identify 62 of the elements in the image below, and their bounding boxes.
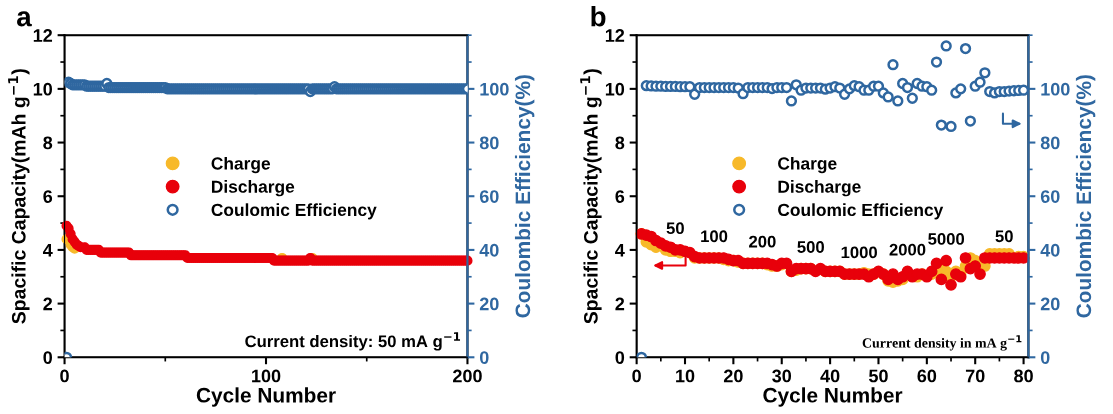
annotation: Current density in mA g$^{−1}$ — [862, 335, 1022, 351]
annotation: 100 — [701, 230, 728, 243]
annotation: 500 — [797, 241, 824, 253]
y-tick-label: 6 — [43, 190, 53, 203]
x-tick-label: 0 — [60, 369, 69, 383]
y-tick-label: 2 — [43, 297, 53, 311]
legend-label: Charge — [778, 156, 837, 174]
y-tick-label: 4 — [615, 244, 625, 257]
x-tick-label: 20 — [723, 369, 743, 383]
x-tick-label: 0 — [632, 369, 641, 383]
y2-axis-title: Coulombic Efficiency(%) — [1075, 75, 1096, 318]
annotation: 50 — [666, 222, 684, 235]
y-tick-label: 12 — [605, 29, 625, 42]
x-tick-label: 100 — [252, 369, 281, 383]
annotation: 2000 — [889, 243, 926, 256]
legend-label: Charge — [211, 156, 271, 174]
y-tick-label: 8 — [43, 136, 53, 150]
y-tick-label: 0 — [615, 351, 625, 364]
legend-label: Coulomic Efficiency — [778, 203, 944, 220]
y-axis-title: Spacific Capacity(mAh g$^{−1}$) — [8, 69, 30, 324]
x-tick-label: 60 — [917, 369, 937, 383]
y2-tick-label: 60 — [479, 190, 499, 203]
y2-tick-label: 100 — [480, 82, 509, 96]
x-axis-title: Cycle Number — [763, 387, 903, 407]
chart-title: a — [17, 11, 32, 27]
annotation: 200 — [749, 235, 776, 248]
y2-tick-label: 40 — [479, 243, 499, 257]
y-tick-label: 4 — [42, 244, 53, 257]
x-tick-label: 30 — [772, 369, 792, 383]
annotation: 50 — [995, 230, 1013, 243]
y-tick-label: 2 — [615, 297, 625, 311]
x-tick-label: 80 — [1014, 369, 1033, 383]
y2-tick-label: 40 — [1040, 243, 1060, 257]
chart-title: b — [591, 6, 606, 27]
annotation: Current density: 50 mA g$^{−1}$ — [245, 332, 461, 351]
y2-tick-label: 20 — [1040, 297, 1060, 311]
y-tick-label: 10 — [605, 82, 625, 96]
x-tick-label: 200 — [453, 369, 482, 383]
x-tick-label: 50 — [868, 369, 888, 383]
y-axis-title: Spacific Capacity(mAh g$^{−1}$) — [580, 69, 602, 324]
annotation: 5000 — [928, 233, 965, 245]
y-tick-label: 8 — [615, 136, 625, 150]
y-tick-label: 0 — [43, 351, 53, 364]
y2-tick-label: 100 — [1041, 82, 1070, 96]
x-tick-label: 10 — [676, 369, 695, 383]
legend-label: Coulomic Efficiency — [211, 203, 377, 220]
x-tick-label: 70 — [965, 369, 985, 383]
y2-tick-label: 80 — [1040, 136, 1060, 150]
x-axis-title: Cycle Number — [196, 387, 336, 407]
annotation: 1000 — [841, 246, 877, 259]
y2-tick-label: 0 — [1040, 351, 1050, 364]
y-tick-label: 12 — [33, 29, 53, 42]
legend-label: Discharge — [778, 180, 861, 197]
y2-tick-label: 0 — [479, 351, 489, 364]
y2-tick-label: 20 — [479, 297, 499, 311]
y-tick-label: 6 — [615, 190, 625, 203]
y2-tick-label: 60 — [1040, 190, 1060, 203]
y2-tick-label: 80 — [479, 136, 499, 150]
x-tick-label: 40 — [820, 369, 840, 383]
legend-label: Discharge — [211, 180, 295, 197]
y2-axis-title: Coulombic Efficiency(%) — [514, 75, 535, 318]
y-tick-label: 10 — [33, 82, 53, 96]
